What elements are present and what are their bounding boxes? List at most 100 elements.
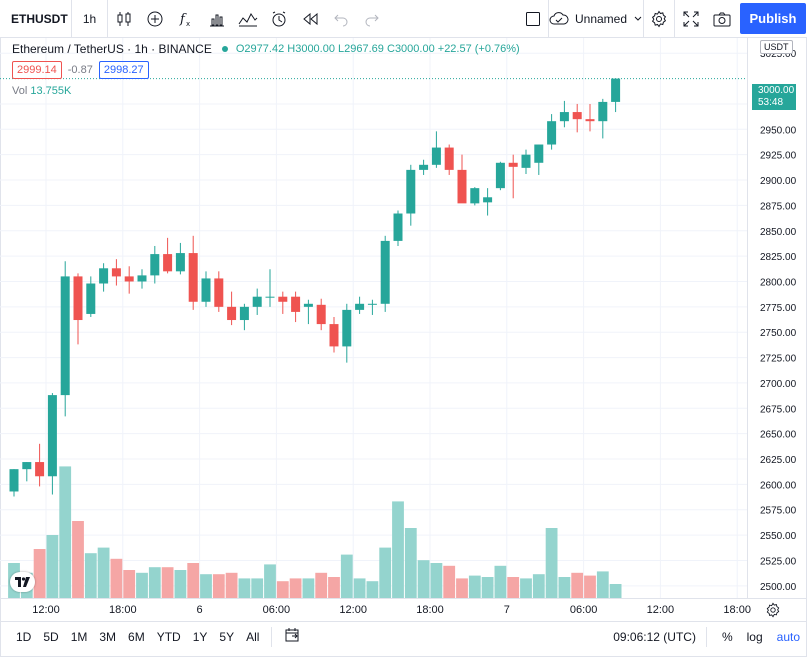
volume-bar <box>315 572 328 598</box>
x-tick-label: 12:00 <box>32 604 60 616</box>
layout-select-icon[interactable] <box>518 0 548 38</box>
interval-button[interactable]: 1h <box>72 0 108 38</box>
volume-bar <box>609 584 622 598</box>
last-price-label: 3000.00 53:48 <box>752 84 796 110</box>
y-tick-label: 2700.00 <box>760 379 797 390</box>
volume-value: 13.755K <box>30 85 72 97</box>
range-5y[interactable]: 5Y <box>219 629 235 644</box>
symbol-search-button[interactable]: ETHUSDT <box>0 0 72 38</box>
candle-body <box>406 169 416 214</box>
volume-bar <box>84 553 97 598</box>
candle-body <box>137 275 147 282</box>
candle-body <box>239 306 249 321</box>
x-tick-label: 6 <box>197 604 203 616</box>
volume-bar <box>238 578 251 598</box>
volume-bar <box>72 521 84 598</box>
volume-legend[interactable]: Vol 13.755K <box>12 85 71 97</box>
candle-body <box>495 162 505 189</box>
x-tick-label: 18:00 <box>723 604 751 616</box>
volume-bar <box>404 528 417 598</box>
auto-scale-toggle[interactable]: auto <box>776 630 800 644</box>
settings-icon[interactable] <box>644 0 675 38</box>
y-tick-label: 2675.00 <box>760 404 797 415</box>
range-1y[interactable]: 1Y <box>192 629 208 644</box>
sell-price-button[interactable]: 2999.14 <box>12 61 62 79</box>
alert-icon[interactable] <box>263 0 294 38</box>
volume-bar <box>545 528 558 598</box>
candle-body <box>163 254 173 272</box>
timezone-clock[interactable]: 09:06:12 (UTC) <box>613 627 707 647</box>
y-tick-label: 2800.00 <box>760 277 797 288</box>
candle-body <box>534 144 544 163</box>
y-tick-label: 3025.00 <box>760 49 797 60</box>
volume-label: Vol <box>12 85 28 97</box>
range-1m[interactable]: 1M <box>70 629 88 644</box>
compare-add-icon[interactable] <box>139 0 170 38</box>
currency-badge[interactable]: USDT <box>760 40 793 54</box>
candle-body <box>367 303 377 305</box>
y-tick-label: 2825.00 <box>760 252 797 263</box>
candle-body <box>60 276 70 396</box>
camera-icon[interactable] <box>706 0 737 38</box>
financials-icon[interactable] <box>201 0 232 38</box>
candles-icon[interactable] <box>108 0 139 38</box>
x-tick-label: 7 <box>504 604 510 616</box>
volume-bar <box>558 577 571 598</box>
range-all[interactable]: All <box>246 629 260 644</box>
range-5d[interactable]: 5D <box>43 629 59 644</box>
candle-body <box>572 112 582 120</box>
y-tick-label: 2525.00 <box>760 556 797 567</box>
templates-icon[interactable] <box>232 0 263 38</box>
price-chart[interactable]: 2500.00 2525.00 2550.00 2575.00 2600.00 2625.… <box>0 38 807 621</box>
volume-bar <box>33 549 46 598</box>
close-label: C <box>386 43 395 55</box>
buy-price-button[interactable]: 2998.27 <box>98 61 149 79</box>
high-value: 3000.00 <box>295 43 335 55</box>
chevron-down-icon <box>634 16 642 21</box>
fullscreen-icon[interactable] <box>675 0 706 38</box>
volume-bar <box>584 575 596 598</box>
candle-body <box>35 462 45 477</box>
log-toggle[interactable]: log <box>746 630 763 644</box>
volume-bar <box>276 581 289 598</box>
redo-icon[interactable] <box>356 0 387 38</box>
volume-bar <box>225 572 238 598</box>
price-axis-separator <box>747 38 748 598</box>
candle-body <box>9 469 19 492</box>
save-layout-button[interactable]: Unnamed <box>548 0 644 38</box>
replay-icon[interactable] <box>294 0 325 38</box>
svg-text:x: x <box>186 20 190 28</box>
candle-body <box>278 296 288 302</box>
candle-body <box>431 147 441 165</box>
range-1d[interactable]: 1D <box>16 629 32 644</box>
goto-date-icon[interactable] <box>278 627 306 646</box>
publish-button[interactable]: Publish <box>740 3 806 34</box>
candle-body <box>214 278 224 307</box>
y-tick-label: 2850.00 <box>760 227 797 238</box>
range-3m[interactable]: 3M <box>99 629 117 644</box>
volume-bar <box>161 567 174 598</box>
y-tick-label: 2775.00 <box>760 303 797 314</box>
volume-bar <box>110 558 123 598</box>
y-tick-label: 2875.00 <box>760 201 797 212</box>
y-tick-label: 2550.00 <box>760 531 797 542</box>
divider <box>271 626 273 647</box>
range-6m[interactable]: 6M <box>128 629 145 644</box>
volume-bar <box>148 567 161 598</box>
undo-icon[interactable] <box>325 0 356 38</box>
bottom-toolbar: 1D 5D 1M 3M 6M YTD 1Y 5Y All 09:06:12 (U… <box>0 621 807 651</box>
x-tick-label: 12:00 <box>647 604 675 616</box>
time-axis-separator <box>0 598 807 599</box>
percent-toggle[interactable]: % <box>721 630 733 644</box>
candle-body <box>201 278 211 302</box>
open-value: 2977.42 <box>244 43 285 55</box>
volume-bar <box>302 578 315 598</box>
ohlc-values: O2977.42 H3000.00 L2967.69 C3000.00 +22.… <box>236 43 520 55</box>
candle-body <box>444 147 454 170</box>
candle-body <box>508 162 518 167</box>
chart-settings-icon[interactable] <box>765 602 781 623</box>
range-ytd[interactable]: YTD <box>156 629 181 644</box>
series-title[interactable]: Ethereum / TetherUS · 1h · BINANCE <box>12 42 212 56</box>
tradingview-logo[interactable] <box>10 572 35 592</box>
